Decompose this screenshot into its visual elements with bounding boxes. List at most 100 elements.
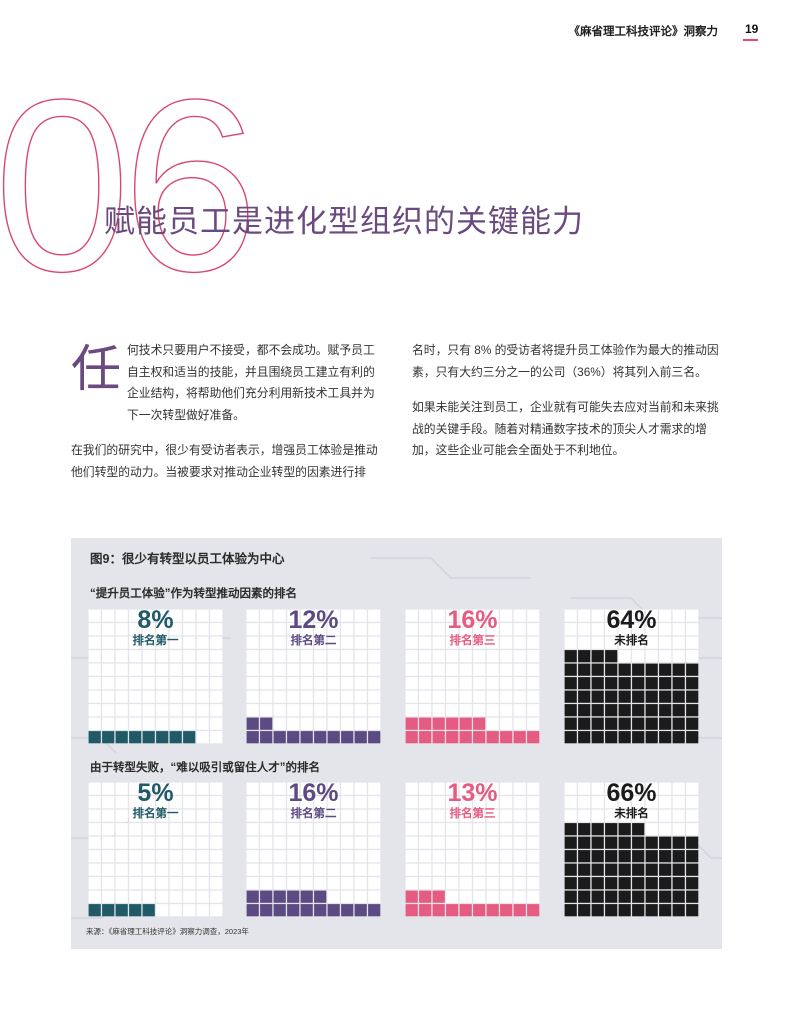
waffle-cell-empty bbox=[287, 863, 300, 876]
waffle-cell-filled bbox=[564, 663, 577, 676]
waffle-cell-empty bbox=[368, 836, 381, 849]
waffle-cell-empty bbox=[419, 650, 432, 663]
waffle-cell-empty bbox=[432, 677, 445, 690]
waffle-cell-empty bbox=[513, 809, 526, 822]
waffle-cell-empty bbox=[368, 609, 381, 622]
waffle-cell-filled bbox=[419, 904, 432, 917]
waffle-cell-empty bbox=[260, 796, 273, 809]
waffle-cell-empty bbox=[183, 796, 196, 809]
waffle-category: 排名第一 bbox=[132, 635, 179, 647]
paragraph: 如果未能关注到员工，企业就有可能失去应对当前和未来挑战的关键手段。随着对精通数字… bbox=[412, 400, 719, 457]
waffle-cell-empty bbox=[260, 782, 273, 795]
waffle-cell-empty bbox=[102, 890, 115, 903]
waffle-cell-filled bbox=[605, 704, 618, 717]
waffle-cell-empty bbox=[260, 877, 273, 890]
waffle-cell-empty bbox=[260, 663, 273, 676]
waffle-cell-empty bbox=[341, 782, 354, 795]
waffle-cell-filled bbox=[659, 890, 672, 903]
waffle-cell-empty bbox=[273, 863, 286, 876]
waffle-cell-empty bbox=[659, 782, 672, 795]
waffle-cell-empty bbox=[341, 609, 354, 622]
waffle-cell-empty bbox=[210, 731, 223, 744]
waffle-cell-empty bbox=[432, 796, 445, 809]
waffle-cell-filled bbox=[686, 704, 699, 717]
waffle-grid: 64% 未排名 bbox=[564, 606, 699, 744]
waffle-cell-filled bbox=[88, 904, 101, 917]
waffle-cell-filled bbox=[618, 690, 631, 703]
waffle-cell-empty bbox=[473, 877, 486, 890]
waffle-cell-empty bbox=[513, 823, 526, 836]
waffle-cell-empty bbox=[432, 877, 445, 890]
waffle-cell-empty bbox=[459, 609, 472, 622]
waffle-cell-filled bbox=[432, 904, 445, 917]
waffle-cell-filled bbox=[564, 890, 577, 903]
waffle-cell-empty bbox=[129, 609, 142, 622]
waffle-cell-empty bbox=[419, 663, 432, 676]
waffle-cell-empty bbox=[432, 850, 445, 863]
waffle-cell-empty bbox=[88, 677, 101, 690]
waffle-cell-empty bbox=[142, 663, 155, 676]
waffle-cell-empty bbox=[169, 609, 182, 622]
waffle-cell-filled bbox=[645, 677, 658, 690]
waffle-cell-empty bbox=[672, 782, 685, 795]
waffle-cell-empty bbox=[273, 636, 286, 649]
waffle-cell-empty bbox=[432, 650, 445, 663]
waffle-cell-empty bbox=[632, 609, 645, 622]
waffle-cell-filled bbox=[632, 717, 645, 730]
waffle-cell-filled bbox=[169, 731, 182, 744]
waffle-cell-empty bbox=[115, 796, 128, 809]
waffle-cell-empty bbox=[327, 690, 340, 703]
waffle-cell-filled bbox=[459, 717, 472, 730]
waffle-cell-filled bbox=[564, 877, 577, 890]
waffle-cell-filled bbox=[686, 850, 699, 863]
waffle-cell-empty bbox=[169, 690, 182, 703]
waffle-cell-empty bbox=[129, 823, 142, 836]
waffle-cell-empty bbox=[500, 636, 513, 649]
waffle-cell-empty bbox=[169, 636, 182, 649]
waffle-cell-empty bbox=[287, 877, 300, 890]
waffle-cell-empty bbox=[500, 650, 513, 663]
waffle-cell-filled bbox=[618, 823, 631, 836]
waffle-cell-empty bbox=[459, 809, 472, 822]
waffle-cell-empty bbox=[183, 677, 196, 690]
waffle-cell-filled bbox=[287, 904, 300, 917]
waffle-cell-empty bbox=[459, 704, 472, 717]
waffle-cell-empty bbox=[260, 609, 273, 622]
waffle-cell-filled bbox=[513, 904, 526, 917]
waffle-cell-empty bbox=[591, 809, 604, 822]
waffle-cell-filled bbox=[605, 690, 618, 703]
waffle-cell-empty bbox=[115, 650, 128, 663]
waffle-cell-filled bbox=[645, 704, 658, 717]
paragraph: 在我们的研究中，很少有受访者表示，增强员工体验是推动他们转型的动力。当被要求对推… bbox=[71, 443, 378, 479]
waffle-cell-filled bbox=[446, 731, 459, 744]
waffle-cell-empty bbox=[419, 677, 432, 690]
circuit-trace bbox=[371, 557, 531, 579]
waffle-cell-empty bbox=[500, 690, 513, 703]
waffle-cell-empty bbox=[405, 863, 418, 876]
waffle-cell-filled bbox=[672, 890, 685, 903]
waffle-cell-empty bbox=[287, 836, 300, 849]
waffle-cell-empty bbox=[115, 782, 128, 795]
waffle-cell-filled bbox=[672, 731, 685, 744]
waffle-cell-filled bbox=[564, 677, 577, 690]
waffle-cell-empty bbox=[527, 677, 540, 690]
waffle-cell-empty bbox=[405, 850, 418, 863]
waffle-cell-empty bbox=[129, 663, 142, 676]
waffle-cell-empty bbox=[659, 650, 672, 663]
waffle-cell-empty bbox=[196, 796, 209, 809]
waffle-cell-empty bbox=[500, 836, 513, 849]
waffle-cell-empty bbox=[169, 782, 182, 795]
waffle-cell-empty bbox=[354, 677, 367, 690]
waffle-cell-empty bbox=[341, 623, 354, 636]
waffle-cell-filled bbox=[486, 731, 499, 744]
waffle-cell-empty bbox=[314, 650, 327, 663]
waffle-cell-empty bbox=[591, 796, 604, 809]
waffle-cell-empty bbox=[419, 850, 432, 863]
waffle-cell-empty bbox=[564, 609, 577, 622]
waffle-cell-empty bbox=[327, 836, 340, 849]
waffle-cell-filled bbox=[500, 904, 513, 917]
waffle-cell-filled bbox=[260, 890, 273, 903]
paragraph-text: 何技术只要用户不接受，都不会成功。赋予员工自主权和适当的技能，并且围绕员工建立有… bbox=[127, 343, 375, 422]
waffle-cell-filled bbox=[632, 677, 645, 690]
waffle-cell-filled bbox=[686, 904, 699, 917]
